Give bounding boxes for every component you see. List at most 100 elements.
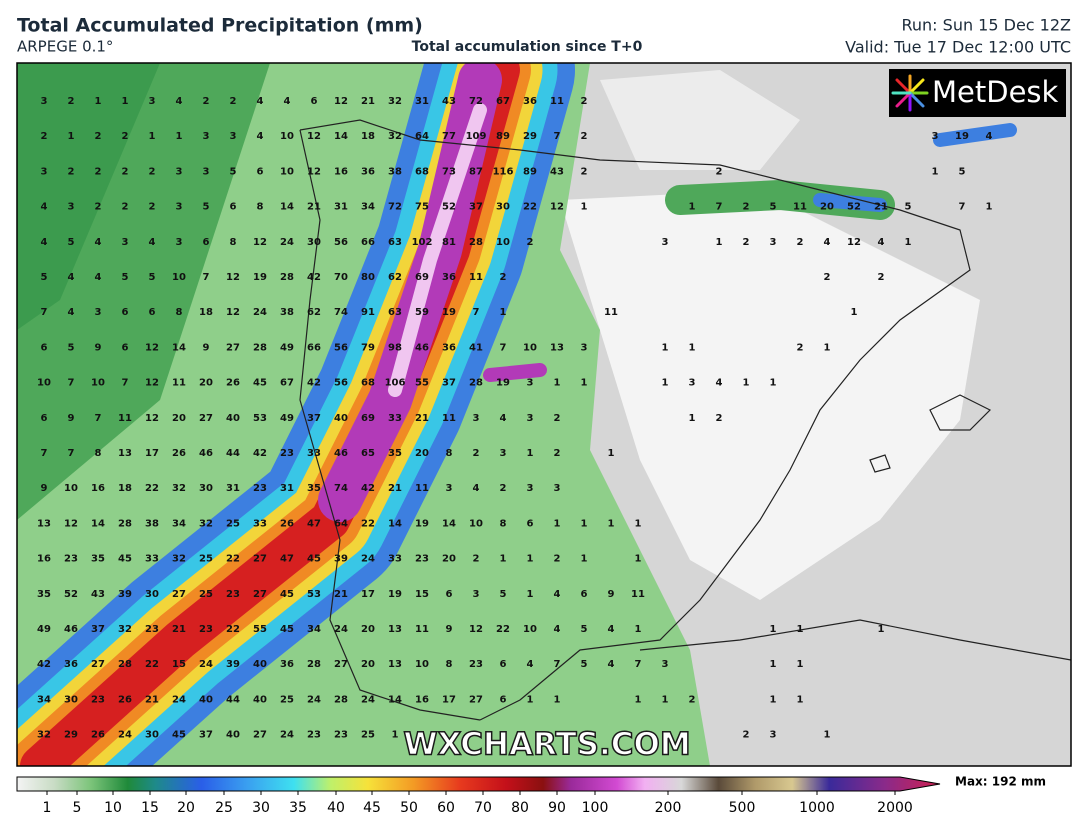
station-value: 77: [442, 131, 456, 142]
station-value: 4: [986, 131, 993, 142]
colorbar-tick-label: 500: [729, 800, 756, 816]
station-value: 28: [334, 694, 348, 705]
station-value: 109: [466, 131, 487, 142]
station-value: 12: [307, 131, 321, 142]
station-value: 79: [361, 342, 375, 353]
station-value: 4: [608, 659, 615, 670]
station-value: 2: [473, 448, 480, 459]
station-value: 81: [442, 237, 456, 248]
station-value: 30: [496, 202, 510, 213]
station-value: 4: [500, 413, 507, 424]
colorbar-tick-label: 1: [43, 800, 52, 816]
station-value: 70: [334, 272, 348, 283]
colorbar: 1 5 10 15 20 25 30 35 40 45 50 60 70 80 90 100 200 500 100…: [16, 775, 1046, 816]
station-value: 39: [226, 659, 240, 670]
station-value: 13: [388, 659, 402, 670]
station-value: 1: [770, 694, 777, 705]
station-value: 32: [388, 96, 402, 107]
station-value: 2: [797, 237, 804, 248]
station-value: 25: [226, 518, 240, 529]
station-value: 102: [412, 237, 433, 248]
station-value: 3: [446, 483, 453, 494]
station-value: 11: [469, 272, 483, 283]
station-value: 14: [280, 202, 294, 213]
station-value: 89: [523, 166, 537, 177]
station-value: 7: [554, 131, 561, 142]
station-value: 2: [716, 166, 723, 177]
station-value: 45: [118, 554, 132, 565]
station-value: 55: [415, 378, 429, 389]
station-value: 10: [280, 131, 294, 142]
station-value: 46: [199, 448, 213, 459]
station-value: 12: [226, 307, 240, 318]
station-value: 8: [500, 518, 507, 529]
station-value: 1: [554, 518, 561, 529]
station-value: 1: [554, 378, 561, 389]
station-value: 1: [527, 589, 534, 600]
station-value: 2: [149, 166, 156, 177]
station-value: 26: [226, 378, 240, 389]
station-value: 43: [91, 589, 105, 600]
station-value: 28: [118, 518, 132, 529]
station-value: 36: [64, 659, 78, 670]
subtitle: Total accumulation since T+0: [412, 39, 643, 55]
station-value: 32: [118, 624, 132, 635]
station-value: 42: [307, 378, 321, 389]
station-value: 5: [68, 237, 75, 248]
station-value: 35: [91, 554, 105, 565]
station-value: 3: [473, 413, 480, 424]
station-value: 23: [307, 730, 321, 741]
station-value: 1: [986, 202, 993, 213]
colorbar-tick-label: 1000: [799, 800, 835, 816]
station-value: 10: [523, 624, 537, 635]
station-value: 3: [932, 131, 939, 142]
station-value: 11: [415, 483, 429, 494]
station-value: 11: [442, 413, 456, 424]
station-value: 2: [581, 131, 588, 142]
station-value: 2: [527, 237, 534, 248]
station-value: 5: [41, 272, 48, 283]
station-value: 36: [361, 166, 375, 177]
station-value: 45: [280, 589, 294, 600]
station-value: 3: [176, 237, 183, 248]
station-value: 34: [172, 518, 186, 529]
station-value: 24: [280, 730, 294, 741]
station-value: 2: [581, 96, 588, 107]
station-value: 2: [122, 166, 129, 177]
station-value: 12: [847, 237, 861, 248]
station-value: 4: [878, 237, 885, 248]
colorbar-tick-label: 200: [655, 800, 682, 816]
station-value: 29: [523, 131, 537, 142]
station-value: 1: [581, 202, 588, 213]
station-value: 68: [415, 166, 429, 177]
station-value: 6: [41, 342, 48, 353]
station-value: 3: [95, 307, 102, 318]
station-value: 1: [176, 131, 183, 142]
colorbar-tick-label: 5: [73, 800, 82, 816]
station-value: 27: [469, 694, 483, 705]
station-value: 45: [307, 554, 321, 565]
station-value: 22: [523, 202, 537, 213]
station-value: 1: [635, 518, 642, 529]
station-value: 21: [415, 413, 429, 424]
station-value: 8: [95, 448, 102, 459]
logo: MetDesk: [889, 69, 1066, 117]
station-value: 21: [361, 96, 375, 107]
station-value: 40: [226, 413, 240, 424]
station-value: 37: [199, 730, 213, 741]
station-value: 65: [361, 448, 375, 459]
station-value: 4: [284, 96, 291, 107]
colorbar-tick-label: 90: [548, 800, 566, 816]
station-value: 73: [442, 166, 456, 177]
station-value: 33: [388, 413, 402, 424]
station-value: 56: [334, 378, 348, 389]
station-value: 11: [415, 624, 429, 635]
station-value: 1: [932, 166, 939, 177]
station-value: 1: [635, 694, 642, 705]
colorbar-tick-label: 70: [474, 800, 492, 816]
station-value: 1: [581, 378, 588, 389]
station-value: 49: [280, 342, 294, 353]
map-background: [17, 63, 1071, 766]
station-value: 18: [199, 307, 213, 318]
station-value: 2: [68, 166, 75, 177]
